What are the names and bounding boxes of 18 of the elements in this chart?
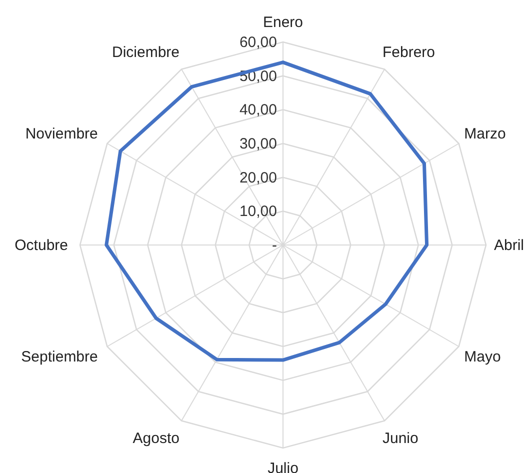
spoke-label: Enero: [262, 14, 304, 31]
y-tick-label: -: [272, 237, 277, 254]
spoke-label: Noviembre: [25, 126, 98, 142]
spoke-label: Diciembre: [112, 44, 180, 61]
y-tick-label: 20,00: [239, 169, 277, 186]
spoke-label: Marzo: [464, 126, 506, 142]
spoke-label: Febrero: [382, 44, 436, 61]
y-tick-label: 10,00: [239, 203, 277, 220]
y-tick-label: 60,00: [239, 34, 277, 51]
spoke-label: Abril: [494, 237, 524, 254]
y-tick-label: 40,00: [239, 102, 277, 119]
y-tick-label: 30,00: [239, 136, 277, 152]
spoke-label: Mayo: [464, 348, 501, 366]
spoke-label: Agosto: [132, 430, 180, 448]
spoke-label: Junio: [382, 430, 418, 448]
spoke-label: Julio: [268, 460, 298, 473]
spoke-label: Septiembre: [21, 348, 98, 366]
spoke-label: Octubre: [14, 237, 68, 254]
